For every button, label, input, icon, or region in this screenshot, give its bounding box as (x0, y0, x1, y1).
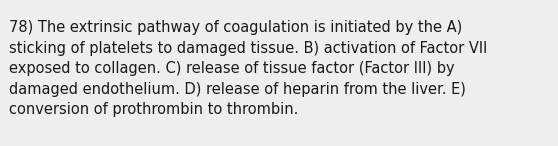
Text: 78) The extrinsic pathway of coagulation is initiated by the A)
sticking of plat: 78) The extrinsic pathway of coagulation… (9, 20, 487, 117)
